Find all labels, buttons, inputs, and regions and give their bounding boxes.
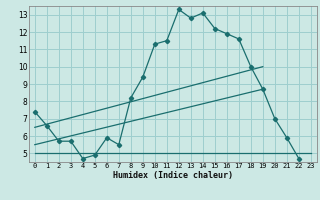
X-axis label: Humidex (Indice chaleur): Humidex (Indice chaleur): [113, 171, 233, 180]
